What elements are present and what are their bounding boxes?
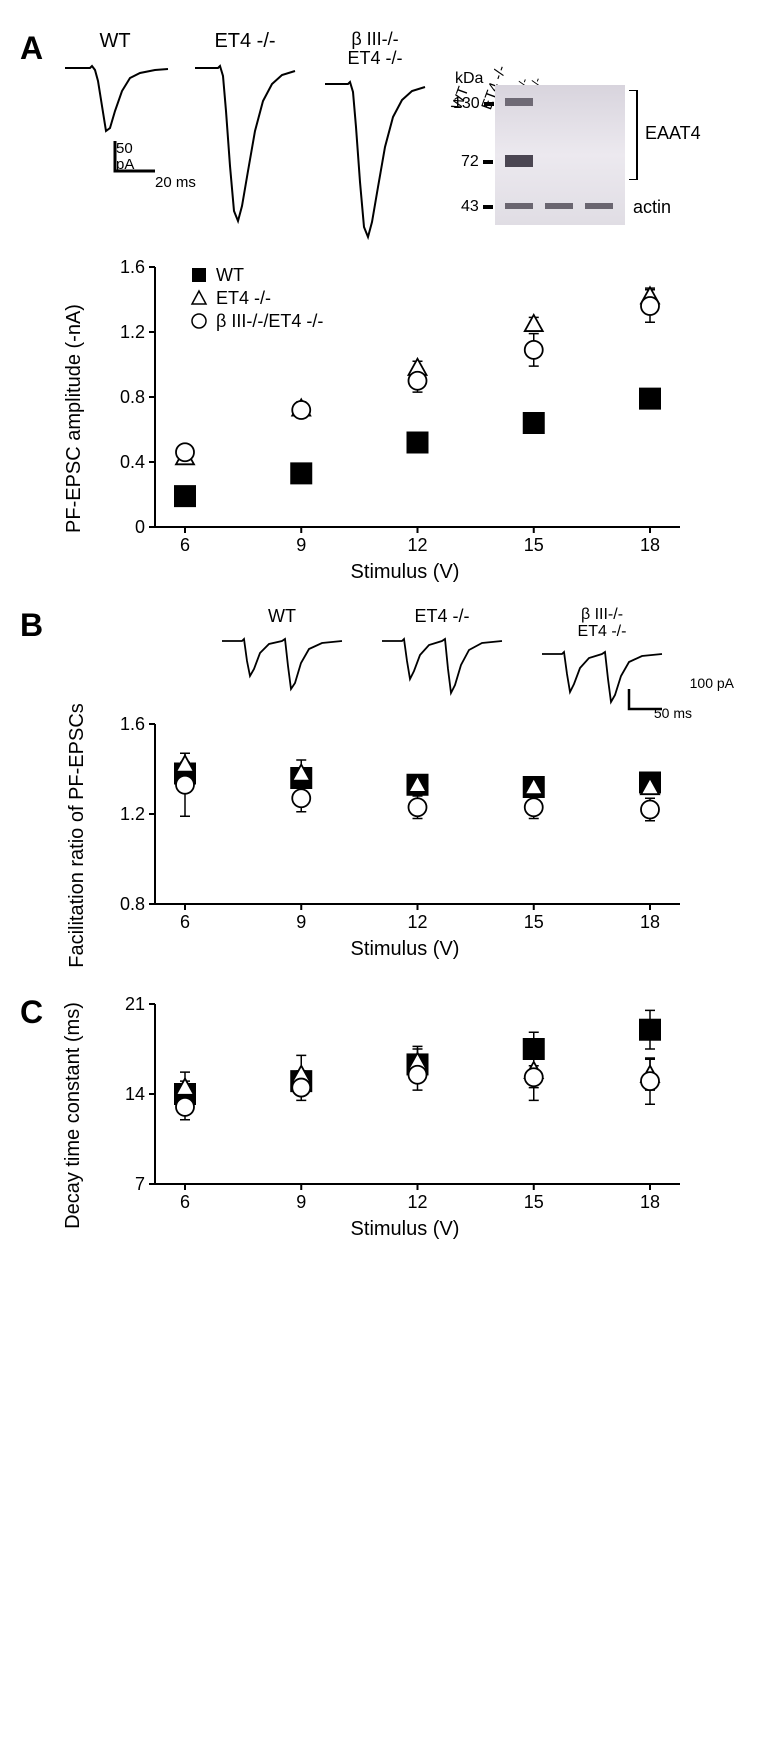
trace-wt-label: WT [99,30,130,52]
chart-b-ylabel: Facilitation ratio of PF-EPSCs [66,704,89,969]
svg-text:1.6: 1.6 [120,257,145,277]
ppf-dko-col: β III-/-ET4 -/- [537,607,667,715]
marker-130: 130 [453,95,494,113]
scientific-figure: A WT ET4 -/- β III-/-ET4 - [20,30,764,1244]
panel-a-label: A [20,30,43,67]
svg-text:0: 0 [135,517,145,537]
ppf-et4-col: ET4 -/- [377,607,507,715]
western-blot: WT ET4 -/- β III-/-ET4 -/- kDa [455,30,625,225]
chart-a-legend: WT ET4 -/- β III-/-/ET4 -/- [190,265,323,334]
panel-a: A WT ET4 -/- β III-/-ET4 - [20,30,764,587]
ppf-wt-svg [217,631,347,701]
legend-dko: β III-/-/ET4 -/- [190,311,323,332]
svg-text:15: 15 [524,912,544,932]
marker-72: 72 [461,153,493,171]
svg-text:15: 15 [524,1192,544,1212]
svg-text:12: 12 [407,912,427,932]
blot-lane-labels: WT ET4 -/- β III-/-ET4 -/- [500,30,625,85]
ppf-scale-y: 100 pA [690,675,734,691]
ppf-et4-label: ET4 -/- [414,607,469,627]
chart-a: PF-EPSC amplitude (-nA) 0 0.4 0.8 1.2 1.6 6 9 1… [60,257,764,587]
chart-c-ylabel: Decay time constant (ms) [62,1003,85,1230]
svg-text:18: 18 [640,1192,660,1212]
svg-text:1.6: 1.6 [120,714,145,734]
ppf-dko-label: β III-/-ET4 -/- [578,607,627,641]
trace-wt-svg [60,56,170,226]
panel-b-traces: WT ET4 -/- β III-/-ET4 -/- [120,607,764,715]
svg-text:0.4: 0.4 [120,452,145,472]
trace-dko-col: β III-/-ET4 -/- [320,30,430,242]
trace-et4-col: ET4 -/- [190,30,300,226]
svg-text:7: 7 [135,1174,145,1194]
svg-text:9: 9 [296,1192,306,1212]
actin-label: actin [633,197,671,218]
svg-text:18: 18 [640,912,660,932]
eaat4-label: EAAT4 [645,123,701,144]
svg-text:18: 18 [640,535,660,555]
trace-dko-svg [320,72,430,242]
panel-b-label: B [20,607,43,644]
chart-b-svg: 0.8 1.2 1.6 6 9 12 15 18 [110,714,760,934]
marker-43: 43 [461,198,493,216]
ppf-et4-svg [377,631,507,701]
chart-c-svg: 7 14 21 6 9 12 15 18 [110,994,760,1214]
svg-text:12: 12 [407,535,427,555]
svg-text:6: 6 [180,535,190,555]
trace-wt-col: WT [60,30,170,226]
svg-text:14: 14 [125,1084,145,1104]
panel-a-top-row: WT ET4 -/- β III-/-ET4 -/- [60,30,764,242]
scale-x-label: 20 ms [155,174,196,191]
svg-text:21: 21 [125,994,145,1014]
panel-b: B WT ET4 -/- β III-/-ET4 -/- [20,607,764,965]
svg-text:0.8: 0.8 [120,894,145,914]
chart-c-xlabel: Stimulus (V) [110,1218,700,1241]
legend-wt: WT [190,265,323,286]
chart-a-xlabel: Stimulus (V) [110,561,700,584]
trace-dko-label: β III-/-ET4 -/- [347,30,402,68]
chart-a-ylabel: PF-EPSC amplitude (-nA) [63,304,86,533]
blot-svg [495,85,625,225]
kda-label: kDa [455,70,483,88]
blot-image-wrap: 130 72 43 EAAT4 actin [495,85,625,225]
chart-b-xlabel: Stimulus (V) [110,938,700,961]
svg-text:1.2: 1.2 [120,804,145,824]
svg-text:9: 9 [296,535,306,555]
trace-et4-label: ET4 -/- [214,30,275,52]
svg-text:6: 6 [180,912,190,932]
svg-text:6: 6 [180,1192,190,1212]
ppf-wt-col: WT [217,607,347,715]
panel-c: C Decay time constant (ms) 7 14 21 6 9 12 15 18… [20,994,764,1244]
svg-text:1.2: 1.2 [120,322,145,342]
legend-et4: ET4 -/- [190,288,323,309]
chart-b: Facilitation ratio of PF-EPSCs 0.81.21.6… [60,714,764,964]
ppf-wt-label: WT [268,607,296,627]
panel-c-label: C [20,994,43,1031]
svg-text:9: 9 [296,912,306,932]
svg-text:15: 15 [524,535,544,555]
bracket-eaat4 [627,90,641,180]
scale-y-label: 50pA [116,141,134,173]
svg-text:0.8: 0.8 [120,387,145,407]
trace-et4-svg [190,56,300,226]
svg-text:12: 12 [407,1192,427,1212]
chart-c: Decay time constant (ms) 7 14 21 6 9 12 15 18 S… [60,994,764,1244]
ppf-dko-svg [537,644,667,714]
